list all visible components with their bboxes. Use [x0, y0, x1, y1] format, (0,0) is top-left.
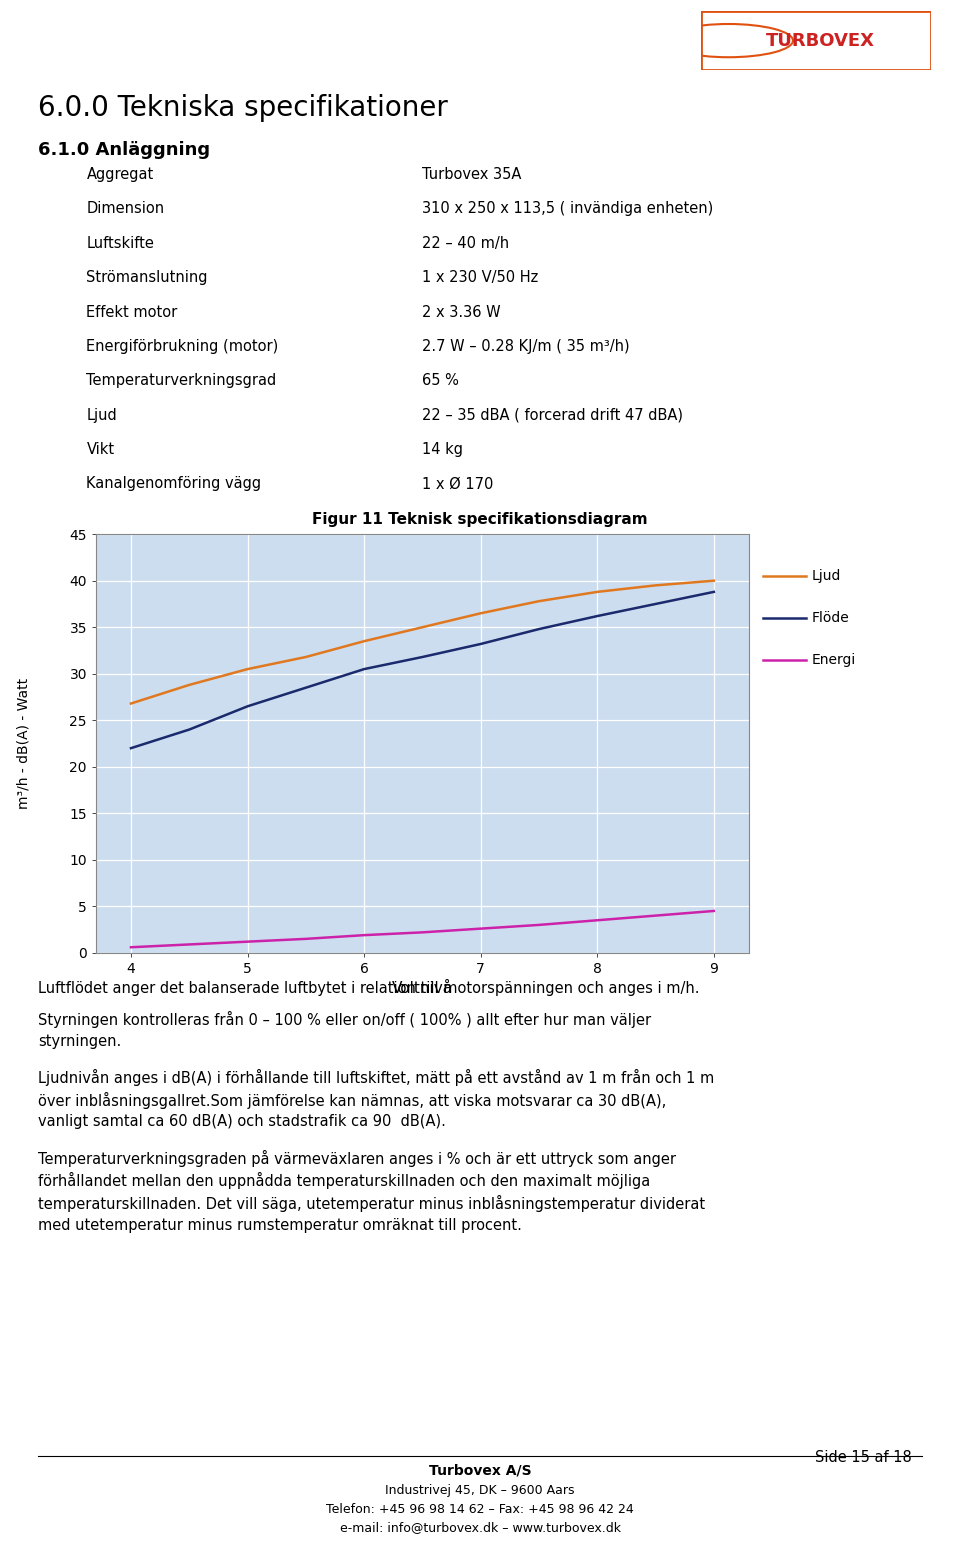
Text: Ljud: Ljud [86, 408, 117, 423]
Text: Effekt motor: Effekt motor [86, 305, 178, 320]
Text: förhållandet mellan den uppnådda temperaturskillnaden och den maximalt möjliga: förhållandet mellan den uppnådda tempera… [38, 1173, 651, 1189]
Text: Energi: Energi [811, 653, 855, 667]
Text: 14 kg: 14 kg [422, 442, 464, 458]
Text: 2.7 W – 0.28 KJ/m ( 35 m³/h): 2.7 W – 0.28 KJ/m ( 35 m³/h) [422, 339, 630, 355]
Text: 310 x 250 x 113,5 ( invändiga enheten): 310 x 250 x 113,5 ( invändiga enheten) [422, 201, 713, 217]
Text: 6.0.0 Tekniska specifikationer: 6.0.0 Tekniska specifikationer [38, 94, 448, 122]
Text: Figur 11 Teknisk specifikationsdiagram: Figur 11 Teknisk specifikationsdiagram [312, 512, 648, 528]
Text: Flöde: Flöde [811, 611, 849, 625]
Text: Aggregat: Aggregat [86, 167, 154, 183]
Text: 65 %: 65 % [422, 373, 459, 389]
Text: över inblåsningsgallret.Som jämförelse kan nämnas, att viska motsvarar ca 30 dB(: över inblåsningsgallret.Som jämförelse k… [38, 1092, 666, 1109]
Text: Luftskifte: Luftskifte [86, 236, 155, 251]
Text: e-mail: info@turbovex.dk – www.turbovex.dk: e-mail: info@turbovex.dk – www.turbovex.… [340, 1521, 620, 1534]
Text: 1 x Ø 170: 1 x Ø 170 [422, 476, 493, 492]
X-axis label: Voltnivå: Voltnivå [392, 981, 453, 997]
Text: 2 x 3.36 W: 2 x 3.36 W [422, 305, 501, 320]
Text: temperaturskillnaden. Det vill säga, utetemperatur minus inblåsningstemperatur d: temperaturskillnaden. Det vill säga, ute… [38, 1195, 706, 1212]
Text: 22 – 40 m/h: 22 – 40 m/h [422, 236, 510, 251]
Text: Kanalgenomföring vägg: Kanalgenomföring vägg [86, 476, 261, 492]
Text: Strömanslutning: Strömanslutning [86, 270, 208, 286]
Text: Styrningen kontrolleras från 0 – 100 % eller on/off ( 100% ) allt efter hur man : Styrningen kontrolleras från 0 – 100 % e… [38, 1012, 652, 1028]
Text: Ljud: Ljud [811, 569, 841, 583]
Text: 22 – 35 dBA ( forcerad drift 47 dBA): 22 – 35 dBA ( forcerad drift 47 dBA) [422, 408, 684, 423]
Text: Luftflödet anger det balanserade luftbytet i relation till motorspänningen och a: Luftflödet anger det balanserade luftbyt… [38, 981, 700, 997]
Text: Turbovex 35A: Turbovex 35A [422, 167, 522, 183]
Text: Industrivej 45, DK – 9600 Aars: Industrivej 45, DK – 9600 Aars [385, 1484, 575, 1496]
Text: Temperaturverkningsgrad: Temperaturverkningsgrad [86, 373, 276, 389]
Text: TURBOVEX: TURBOVEX [766, 31, 876, 50]
Text: m³/h - dB(A) - Watt: m³/h - dB(A) - Watt [17, 678, 31, 809]
Text: styrningen.: styrningen. [38, 1034, 122, 1050]
Text: Ljudnivån anges i dB(A) i förhållande till luftskiftet, mätt på ett avstånd av 1: Ljudnivån anges i dB(A) i förhållande ti… [38, 1070, 714, 1086]
Text: 6.1.0 Anläggning: 6.1.0 Anläggning [38, 141, 210, 159]
Text: 1 x 230 V/50 Hz: 1 x 230 V/50 Hz [422, 270, 539, 286]
Text: med utetemperatur minus rumstemperatur omräknat till procent.: med utetemperatur minus rumstemperatur o… [38, 1218, 522, 1232]
Text: vanligt samtal ca 60 dB(A) och stadstrafik ca 90  dB(A).: vanligt samtal ca 60 dB(A) och stadstraf… [38, 1115, 446, 1129]
Text: Side 15 af 18: Side 15 af 18 [815, 1450, 912, 1465]
Text: Energiförbrukning (motor): Energiförbrukning (motor) [86, 339, 278, 355]
Text: Telefon: +45 96 98 14 62 – Fax: +45 98 96 42 24: Telefon: +45 96 98 14 62 – Fax: +45 98 9… [326, 1503, 634, 1515]
Text: Temperaturverkningsgraden på värmeväxlaren anges i % och är ett uttryck som ange: Temperaturverkningsgraden på värmeväxlar… [38, 1150, 677, 1167]
Text: Turbovex A/S: Turbovex A/S [429, 1464, 531, 1478]
Text: Vikt: Vikt [86, 442, 114, 458]
Text: Dimension: Dimension [86, 201, 164, 217]
